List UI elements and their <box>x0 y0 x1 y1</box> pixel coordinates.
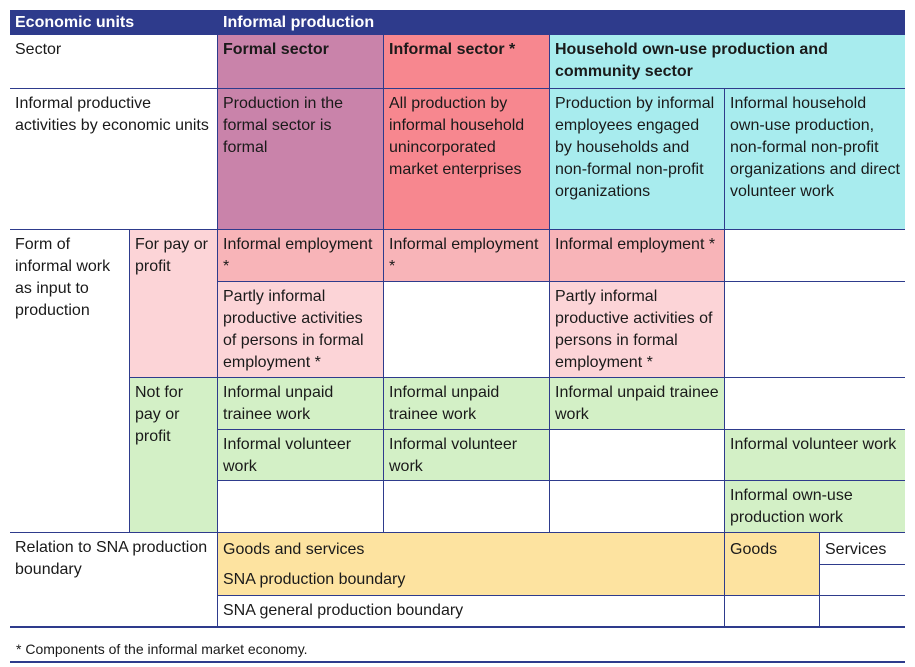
header-economic-units: Economic units <box>10 10 218 35</box>
empty-cell <box>820 596 905 626</box>
empty-cell <box>725 230 905 282</box>
for-pay-label: For pay or profit <box>130 230 218 378</box>
sna-services: Services <box>820 533 905 565</box>
empty-cell <box>384 481 550 533</box>
table-bottom-rule <box>10 626 905 628</box>
empty-cell <box>820 565 905 596</box>
household-volunteer: Informal volunteer work <box>725 430 905 481</box>
sector-informal: Informal sector * <box>384 35 550 89</box>
household-partly-informal: Partly informal productive activities of… <box>550 282 725 378</box>
informal-sector-informal-employment: Informal employment * <box>384 230 550 282</box>
household-informal-employment: Informal employment * <box>550 230 725 282</box>
goods-and-services: Goods and services <box>223 541 365 558</box>
sna-production-boundary: SNA production boundary <box>223 571 406 588</box>
sector-label: Sector <box>10 35 218 89</box>
footnote: * Components of the informal market econ… <box>16 641 308 657</box>
empty-cell <box>218 481 384 533</box>
sna-goods: Goods <box>725 533 820 596</box>
formal-informal-employment: Informal employment * <box>218 230 384 282</box>
empty-cell <box>725 378 905 430</box>
empty-cell <box>384 282 550 378</box>
activities-informal: All production by informal household uni… <box>384 89 550 230</box>
formal-partly-informal: Partly informal productive activities of… <box>218 282 384 378</box>
sna-label: Relation to SNA production boundary <box>10 533 218 626</box>
footnote-rule <box>10 661 905 663</box>
informal-sector-unpaid-trainee: Informal unpaid trainee work <box>384 378 550 430</box>
empty-cell <box>725 282 905 378</box>
empty-cell <box>550 430 725 481</box>
not-for-pay-label: Not for pay or profit <box>130 378 218 533</box>
form-label: Form of informal work as input to produc… <box>10 230 130 533</box>
formal-volunteer: Informal volunteer work <box>218 430 384 481</box>
empty-cell <box>725 596 820 626</box>
activities-label: Informal productive activities by econom… <box>10 89 218 230</box>
activities-household-own-use: Informal household own-use production, n… <box>725 89 905 230</box>
activities-formal: Production in the formal sector is forma… <box>218 89 384 230</box>
sna-general-boundary: SNA general production boundary <box>218 596 725 626</box>
empty-cell <box>550 481 725 533</box>
sector-household: Household own-use production and communi… <box>550 35 905 89</box>
sna-goods-services-block: Goods and services SNA production bounda… <box>218 533 725 596</box>
header-informal-production: Informal production <box>218 10 905 35</box>
activities-household-employees: Production by informal employees engaged… <box>550 89 725 230</box>
formal-unpaid-trainee: Informal unpaid trainee work <box>218 378 384 430</box>
household-own-use-work: Informal own-use production work <box>725 481 905 533</box>
household-unpaid-trainee: Informal unpaid trainee work <box>550 378 725 430</box>
informal-sector-volunteer: Informal volunteer work <box>384 430 550 481</box>
sector-formal: Formal sector <box>218 35 384 89</box>
